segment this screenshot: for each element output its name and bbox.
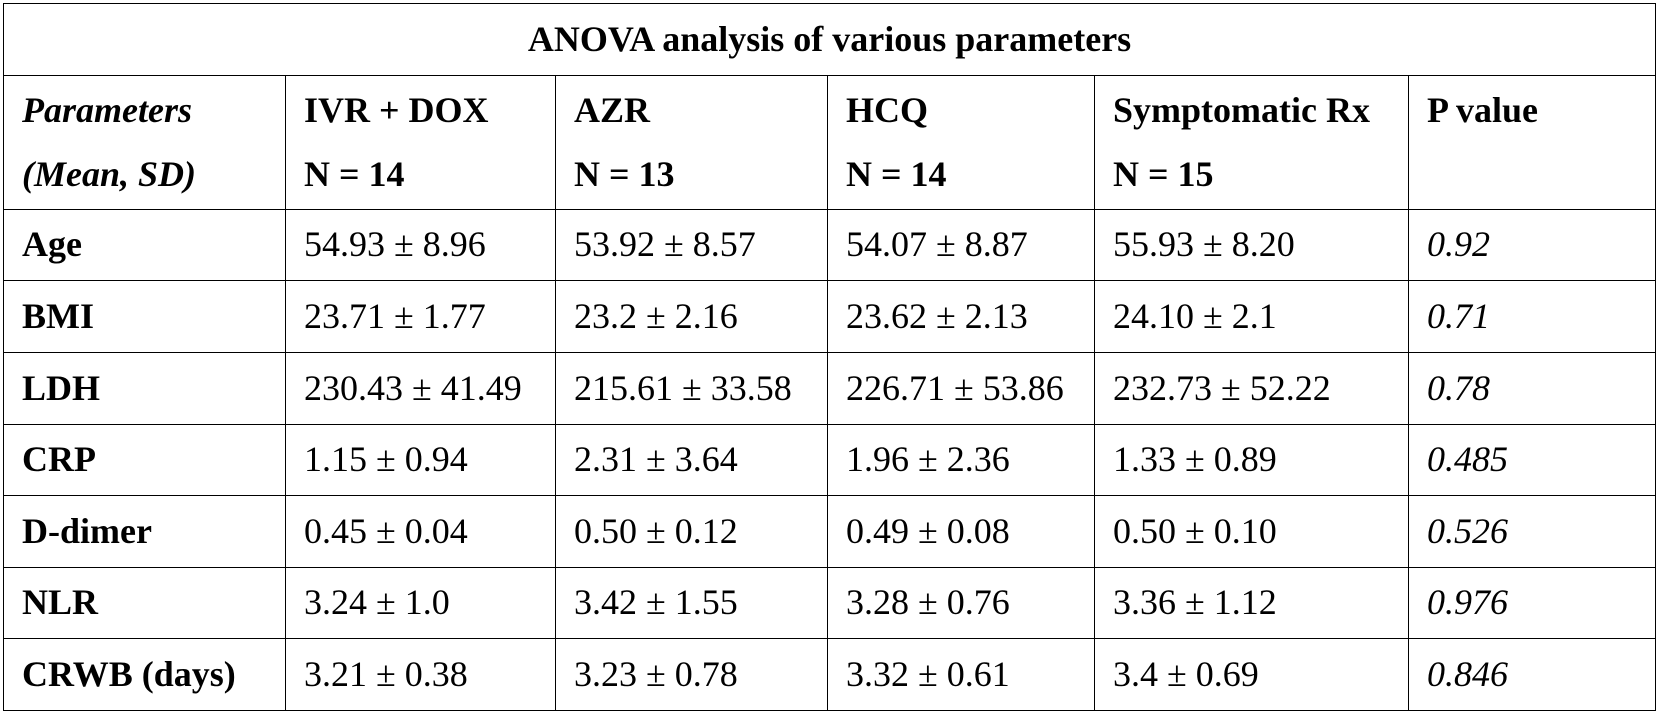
row-value: 53.92 ± 8.57 — [555, 208, 828, 282]
row-value: 23.2 ± 2.16 — [555, 280, 828, 353]
table-row: LDH 230.43 ± 41.49 215.61 ± 33.58 226.71… — [3, 351, 1657, 425]
row-parameter: CRP — [3, 423, 286, 497]
row-p-value: 0.78 — [1407, 351, 1657, 425]
header-group-symptomatic: Symptomatic Rx N = 15 — [1094, 74, 1409, 210]
anova-table: ANOVA analysis of various parameters Par… — [2, 3, 1657, 711]
row-p-value: 0.92 — [1407, 208, 1657, 282]
header-group-n: N = 13 — [574, 154, 675, 195]
header-parameters-line2: (Mean, SD) — [22, 154, 197, 195]
row-value: 3.23 ± 0.78 — [555, 638, 828, 711]
row-value: 3.24 ± 1.0 — [285, 566, 556, 640]
header-parameters: Parameters (Mean, SD) — [3, 74, 286, 210]
row-value: 24.10 ± 2.1 — [1094, 280, 1409, 353]
header-group-n: N = 15 — [1113, 154, 1214, 195]
table-row: CRWB (days) 3.21 ± 0.38 3.23 ± 0.78 3.32… — [3, 638, 1657, 711]
row-value: 23.71 ± 1.77 — [285, 280, 556, 353]
row-p-value: 0.485 — [1407, 423, 1657, 497]
header-row: Parameters (Mean, SD) IVR + DOX N = 14 A… — [3, 74, 1657, 210]
row-value: 3.42 ± 1.55 — [555, 566, 828, 640]
row-value: 2.31 ± 3.64 — [555, 423, 828, 497]
header-group-name: AZR — [574, 90, 651, 131]
row-value: 0.50 ± 0.12 — [555, 495, 828, 568]
row-value: 1.33 ± 0.89 — [1094, 423, 1409, 497]
table-row: CRP 1.15 ± 0.94 2.31 ± 3.64 1.96 ± 2.36 … — [3, 423, 1657, 497]
row-value: 1.96 ± 2.36 — [827, 423, 1095, 497]
row-value: 0.49 ± 0.08 — [827, 495, 1095, 568]
table-row: D-dimer 0.45 ± 0.04 0.50 ± 0.12 0.49 ± 0… — [3, 495, 1657, 568]
row-parameter: BMI — [3, 280, 286, 353]
row-value: 215.61 ± 33.58 — [555, 351, 828, 425]
row-value: 54.93 ± 8.96 — [285, 208, 556, 282]
table-title: ANOVA analysis of various parameters — [2, 3, 1657, 76]
row-value: 3.21 ± 0.38 — [285, 638, 556, 711]
header-group-name: Symptomatic Rx — [1113, 90, 1370, 131]
row-value: 1.15 ± 0.94 — [285, 423, 556, 497]
header-p-value-empty — [1427, 142, 1655, 206]
row-value: 0.50 ± 0.10 — [1094, 495, 1409, 568]
table-row: NLR 3.24 ± 1.0 3.42 ± 1.55 3.28 ± 0.76 3… — [3, 566, 1657, 640]
row-p-value: 0.976 — [1407, 566, 1657, 640]
header-p-value-label: P value — [1427, 90, 1539, 131]
header-group-azr: AZR N = 13 — [555, 74, 828, 210]
row-value: 55.93 ± 8.20 — [1094, 208, 1409, 282]
table-row: Age 54.93 ± 8.96 53.92 ± 8.57 54.07 ± 8.… — [3, 208, 1657, 282]
row-value: 226.71 ± 53.86 — [827, 351, 1095, 425]
row-parameter: NLR — [3, 566, 286, 640]
row-value: 3.4 ± 0.69 — [1094, 638, 1409, 711]
row-parameter: CRWB (days) — [3, 638, 286, 711]
header-group-n: N = 14 — [846, 154, 947, 195]
header-group-n: N = 14 — [304, 154, 405, 195]
row-value: 23.62 ± 2.13 — [827, 280, 1095, 353]
row-parameter: Age — [3, 208, 286, 282]
header-group-hcq: HCQ N = 14 — [827, 74, 1095, 210]
row-parameter: D-dimer — [3, 495, 286, 568]
header-group-name: HCQ — [846, 90, 929, 131]
row-parameter: LDH — [3, 351, 286, 425]
header-p-value: P value — [1407, 74, 1657, 210]
header-parameters-line1: Parameters — [22, 90, 192, 131]
table-row: BMI 23.71 ± 1.77 23.2 ± 2.16 23.62 ± 2.1… — [3, 280, 1657, 353]
row-p-value: 0.526 — [1407, 495, 1657, 568]
row-value: 230.43 ± 41.49 — [285, 351, 556, 425]
title-row: ANOVA analysis of various parameters — [2, 3, 1657, 76]
header-group-name: IVR + DOX — [304, 90, 489, 131]
row-p-value: 0.71 — [1407, 280, 1657, 353]
row-value: 3.32 ± 0.61 — [827, 638, 1095, 711]
row-p-value: 0.846 — [1407, 638, 1657, 711]
row-value: 3.36 ± 1.12 — [1094, 566, 1409, 640]
row-value: 54.07 ± 8.87 — [827, 208, 1095, 282]
row-value: 0.45 ± 0.04 — [285, 495, 556, 568]
header-group-ivr-dox: IVR + DOX N = 14 — [285, 74, 556, 210]
row-value: 232.73 ± 52.22 — [1094, 351, 1409, 425]
row-value: 3.28 ± 0.76 — [827, 566, 1095, 640]
